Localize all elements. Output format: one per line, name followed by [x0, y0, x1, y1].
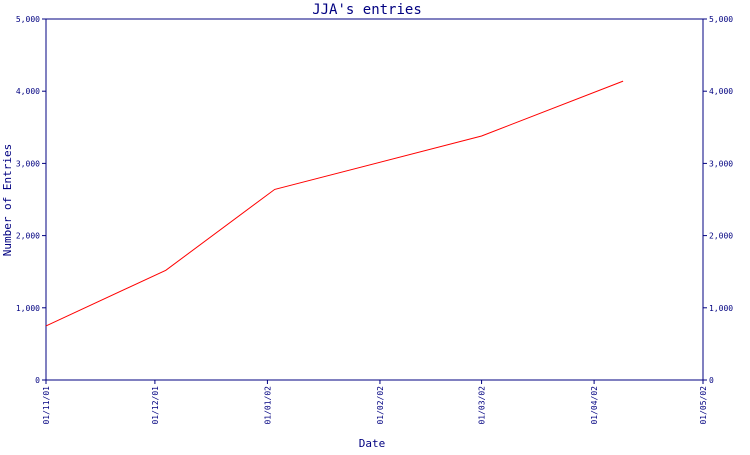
x-axis: 01/11/01 01/12/01 01/01/02 01/02/02 01/03/02…	[42, 380, 708, 425]
y-axis-title: Number of Entries	[1, 144, 14, 257]
chart-title: JJA's entries	[312, 2, 422, 18]
series-layer	[45, 80, 624, 327]
plot-area	[45, 18, 704, 381]
y-tick-label-left: 3,000	[16, 159, 40, 168]
x-tick-label: 01/11/01	[42, 386, 51, 425]
y-tick-label-right: 1,000	[709, 304, 733, 313]
x-tick-label: 01/01/02	[263, 386, 272, 425]
right-y-axis: 0 1,000 2,000 3,000 4,000 5,000	[703, 15, 733, 385]
x-tick-label: 01/05/02	[699, 386, 708, 425]
y-tick-label-left: 5,000	[16, 15, 40, 24]
y-tick-label-right: 4,000	[709, 87, 733, 96]
x-axis-title: Date	[359, 437, 386, 450]
x-tick-label: 01/04/02	[590, 386, 599, 425]
y-tick-label-right: 0	[709, 376, 714, 385]
y-tick-label-left: 2,000	[16, 232, 40, 241]
y-tick-label-left: 0	[35, 376, 40, 385]
y-tick-label-left: 1,000	[16, 304, 40, 313]
series-line	[45, 80, 624, 327]
y-tick-label-right: 2,000	[709, 232, 733, 241]
y-tick-label-right: 3,000	[709, 159, 733, 168]
x-tick-label: 01/03/02	[478, 386, 487, 425]
y-tick-label-right: 5,000	[709, 15, 733, 24]
x-tick-label: 01/02/02	[376, 386, 385, 425]
left-y-axis: 0 1,000 2,000 3,000 4,000 5,000	[16, 15, 46, 385]
y-tick-label-left: 4,000	[16, 87, 40, 96]
x-tick-label: 01/12/01	[151, 386, 160, 425]
